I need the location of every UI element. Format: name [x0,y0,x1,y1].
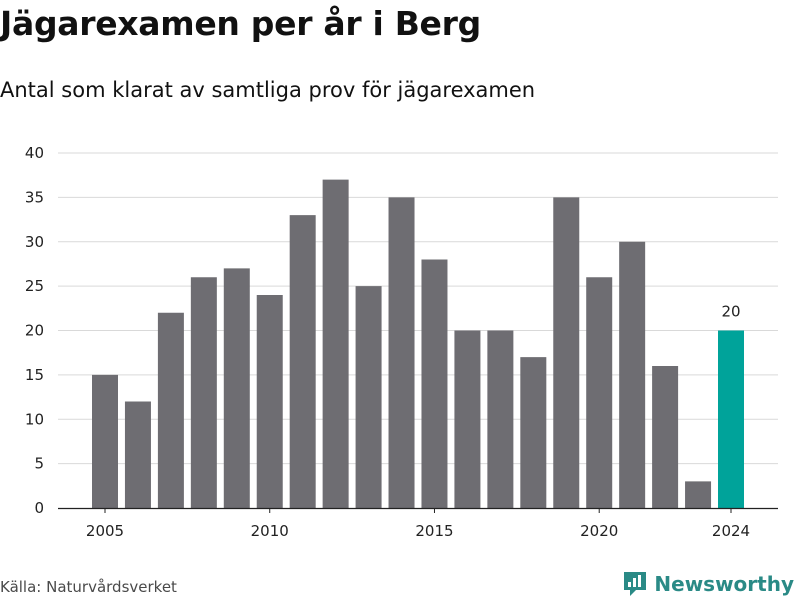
bar [256,295,283,508]
y-tick-label: 0 [34,499,44,517]
bar [421,259,448,508]
bar [92,374,118,508]
bar [586,277,613,508]
bar [289,215,316,508]
chart-title: Jägarexamen per år i Berg [0,4,481,43]
bar [553,197,580,508]
bar [652,366,679,508]
y-tick-label: 15 [25,366,44,384]
y-tick-label: 40 [25,144,44,162]
bar [124,401,151,508]
y-tick-label: 5 [34,455,44,473]
brand-name: Newsworthy [654,572,794,596]
chart-subtitle: Antal som klarat av samtliga prov för jä… [0,78,536,102]
x-tick-label: 2024 [712,522,750,540]
source-note: Källa: Naturvårdsverket [0,578,177,596]
bar [355,286,382,508]
bar [619,241,646,508]
data-label: 20 [721,303,740,321]
newsworthy-logo-icon [624,572,647,596]
y-tick-label: 20 [25,322,44,340]
bar [388,197,415,508]
y-tick-label: 35 [25,188,44,206]
y-tick-label: 25 [25,277,44,295]
bar [685,481,712,508]
x-tick-label: 2010 [251,522,289,540]
highlight-bar [718,330,744,508]
y-tick-label: 10 [25,410,44,428]
bar [487,330,514,508]
x-tick-label: 2015 [415,522,453,540]
brand-logo: Newsworthy [622,570,794,598]
x-tick-label: 2005 [86,522,124,540]
bar [223,268,250,508]
x-tick-label: 2020 [580,522,618,540]
bar [520,357,547,508]
y-tick-label: 30 [25,233,44,251]
bar [454,330,481,508]
bar [190,277,217,508]
bar [157,312,184,508]
bar [322,179,349,508]
